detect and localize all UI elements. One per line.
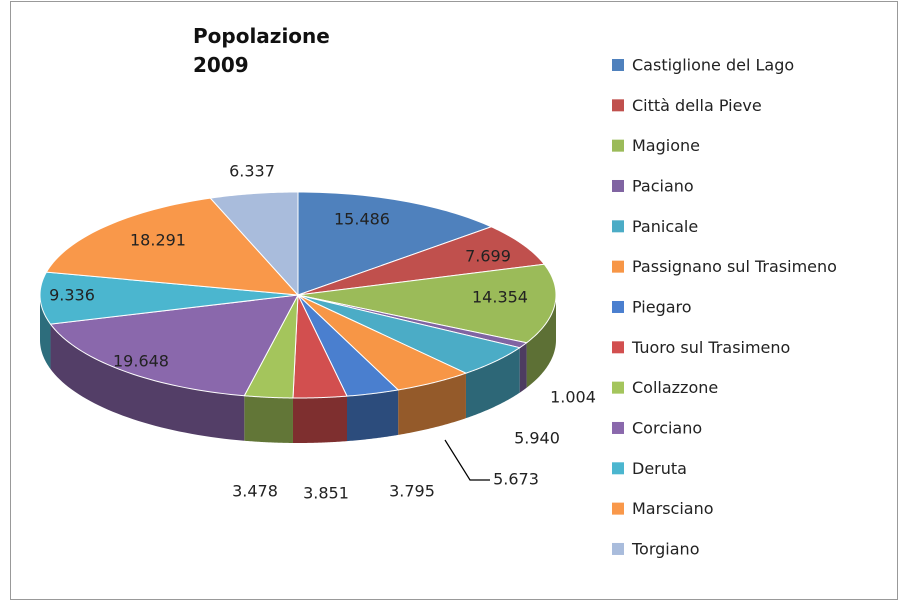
legend-swatch [612,59,624,71]
legend-label: Deruta [632,459,687,478]
pie-slice [297,294,521,374]
pie-side [50,324,245,441]
pie-side [292,396,348,443]
data-label: 18.291 [130,231,186,250]
pie-slice [297,263,557,344]
pie-side [465,347,520,419]
leader-line [444,439,490,481]
data-label: 3.795 [389,482,435,501]
legend-label: Panicale [632,217,698,236]
pie-slice [297,191,493,296]
legend-swatch [612,179,624,192]
legend-swatch [612,341,624,354]
legend-swatch [612,421,624,434]
legend-label: Corciano [632,418,702,437]
legend-label: Torgiano [631,539,699,558]
pie-slice [45,197,300,296]
pie-side [519,342,527,393]
pie-side [244,395,293,443]
pie-slice [297,294,400,397]
data-label: 3.478 [232,482,278,501]
pie-side [398,373,466,435]
pie-side [526,295,556,388]
pie-slice [297,226,546,296]
data-label: 9.336 [49,286,95,305]
data-label: 19.648 [113,352,169,371]
pie-slice [292,294,348,399]
data-label: 5.940 [514,429,560,448]
data-label: 15.486 [334,210,390,229]
legend-label: Tuoro sul Trasimeno [631,338,790,357]
legend-swatch [612,99,624,112]
pie-slice [49,294,299,397]
legend-swatch [612,260,624,273]
legend-label: Città della Pieve [632,96,762,115]
legend-swatch [612,300,624,313]
pie-slice [39,271,299,325]
legend-label: Piegaro [632,297,692,316]
legend-label: Collazzone [632,378,718,397]
legend-swatch [612,542,624,555]
data-label: 5.673 [493,470,539,489]
data-label: 6.337 [229,162,275,181]
pie-side [347,389,399,442]
pie-side [40,295,51,370]
legend-label: Marsciano [632,499,714,518]
pie-slice [297,294,468,391]
legend-label: Magione [632,136,700,155]
legend-swatch [612,462,624,475]
legend-label: Castiglione del Lago [632,56,794,75]
chart-title: Popolazione 2009 [193,24,330,77]
legend-swatch [612,139,624,152]
data-label: 3.851 [303,484,349,503]
chart-border [10,1,898,600]
pie-slice [209,191,299,297]
legend-label: Paciano [632,176,694,195]
data-label: 1.004 [550,388,596,407]
data-label: 14.354 [472,288,528,307]
data-label: 7.699 [465,247,511,266]
legend-swatch [612,381,624,394]
legend-label: Passignano sul Trasimeno [632,257,837,276]
legend-swatch [612,220,624,233]
legend-swatch [612,502,624,515]
